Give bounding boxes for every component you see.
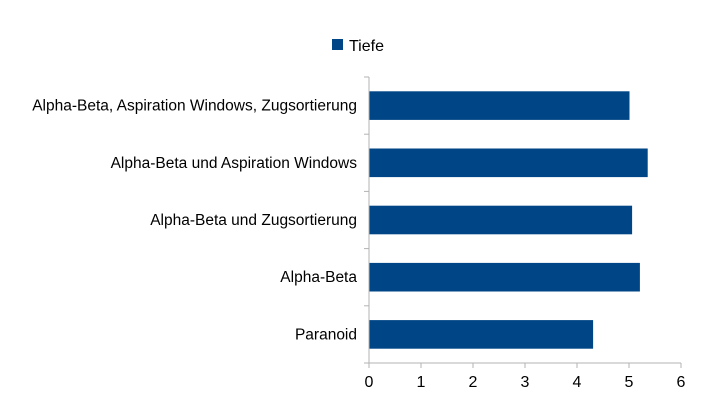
bar [369,148,648,178]
x-tick-label: 6 [677,374,686,391]
bar [369,205,633,235]
legend-label: Tiefe [349,38,384,55]
bar [369,320,594,349]
legend-swatch [332,39,343,50]
x-tick-label: 5 [625,374,634,391]
legend: Tiefe [332,38,384,55]
y-tick-label: Alpha-Beta, Aspiration Windows, Zugsorti… [32,98,357,115]
x-tick-label: 3 [521,374,530,391]
bar [369,91,630,120]
x-tick-label: 1 [417,374,426,391]
y-tick-label: Paranoid [295,326,357,343]
y-tick-label: Alpha-Beta und Zugsortierung [150,212,357,229]
bar [369,262,640,292]
y-tick-label: Alpha-Beta und Aspiration Windows [111,155,358,172]
plot-area: 0 1 2 3 4 5 6 Alpha-Beta, Aspiration Windows, Z… [32,76,686,391]
x-tick-label: 2 [469,374,478,391]
x-tick-label: 0 [365,374,374,391]
x-tick-label: 4 [573,374,582,391]
y-tick-label: Alpha-Beta [280,269,357,286]
